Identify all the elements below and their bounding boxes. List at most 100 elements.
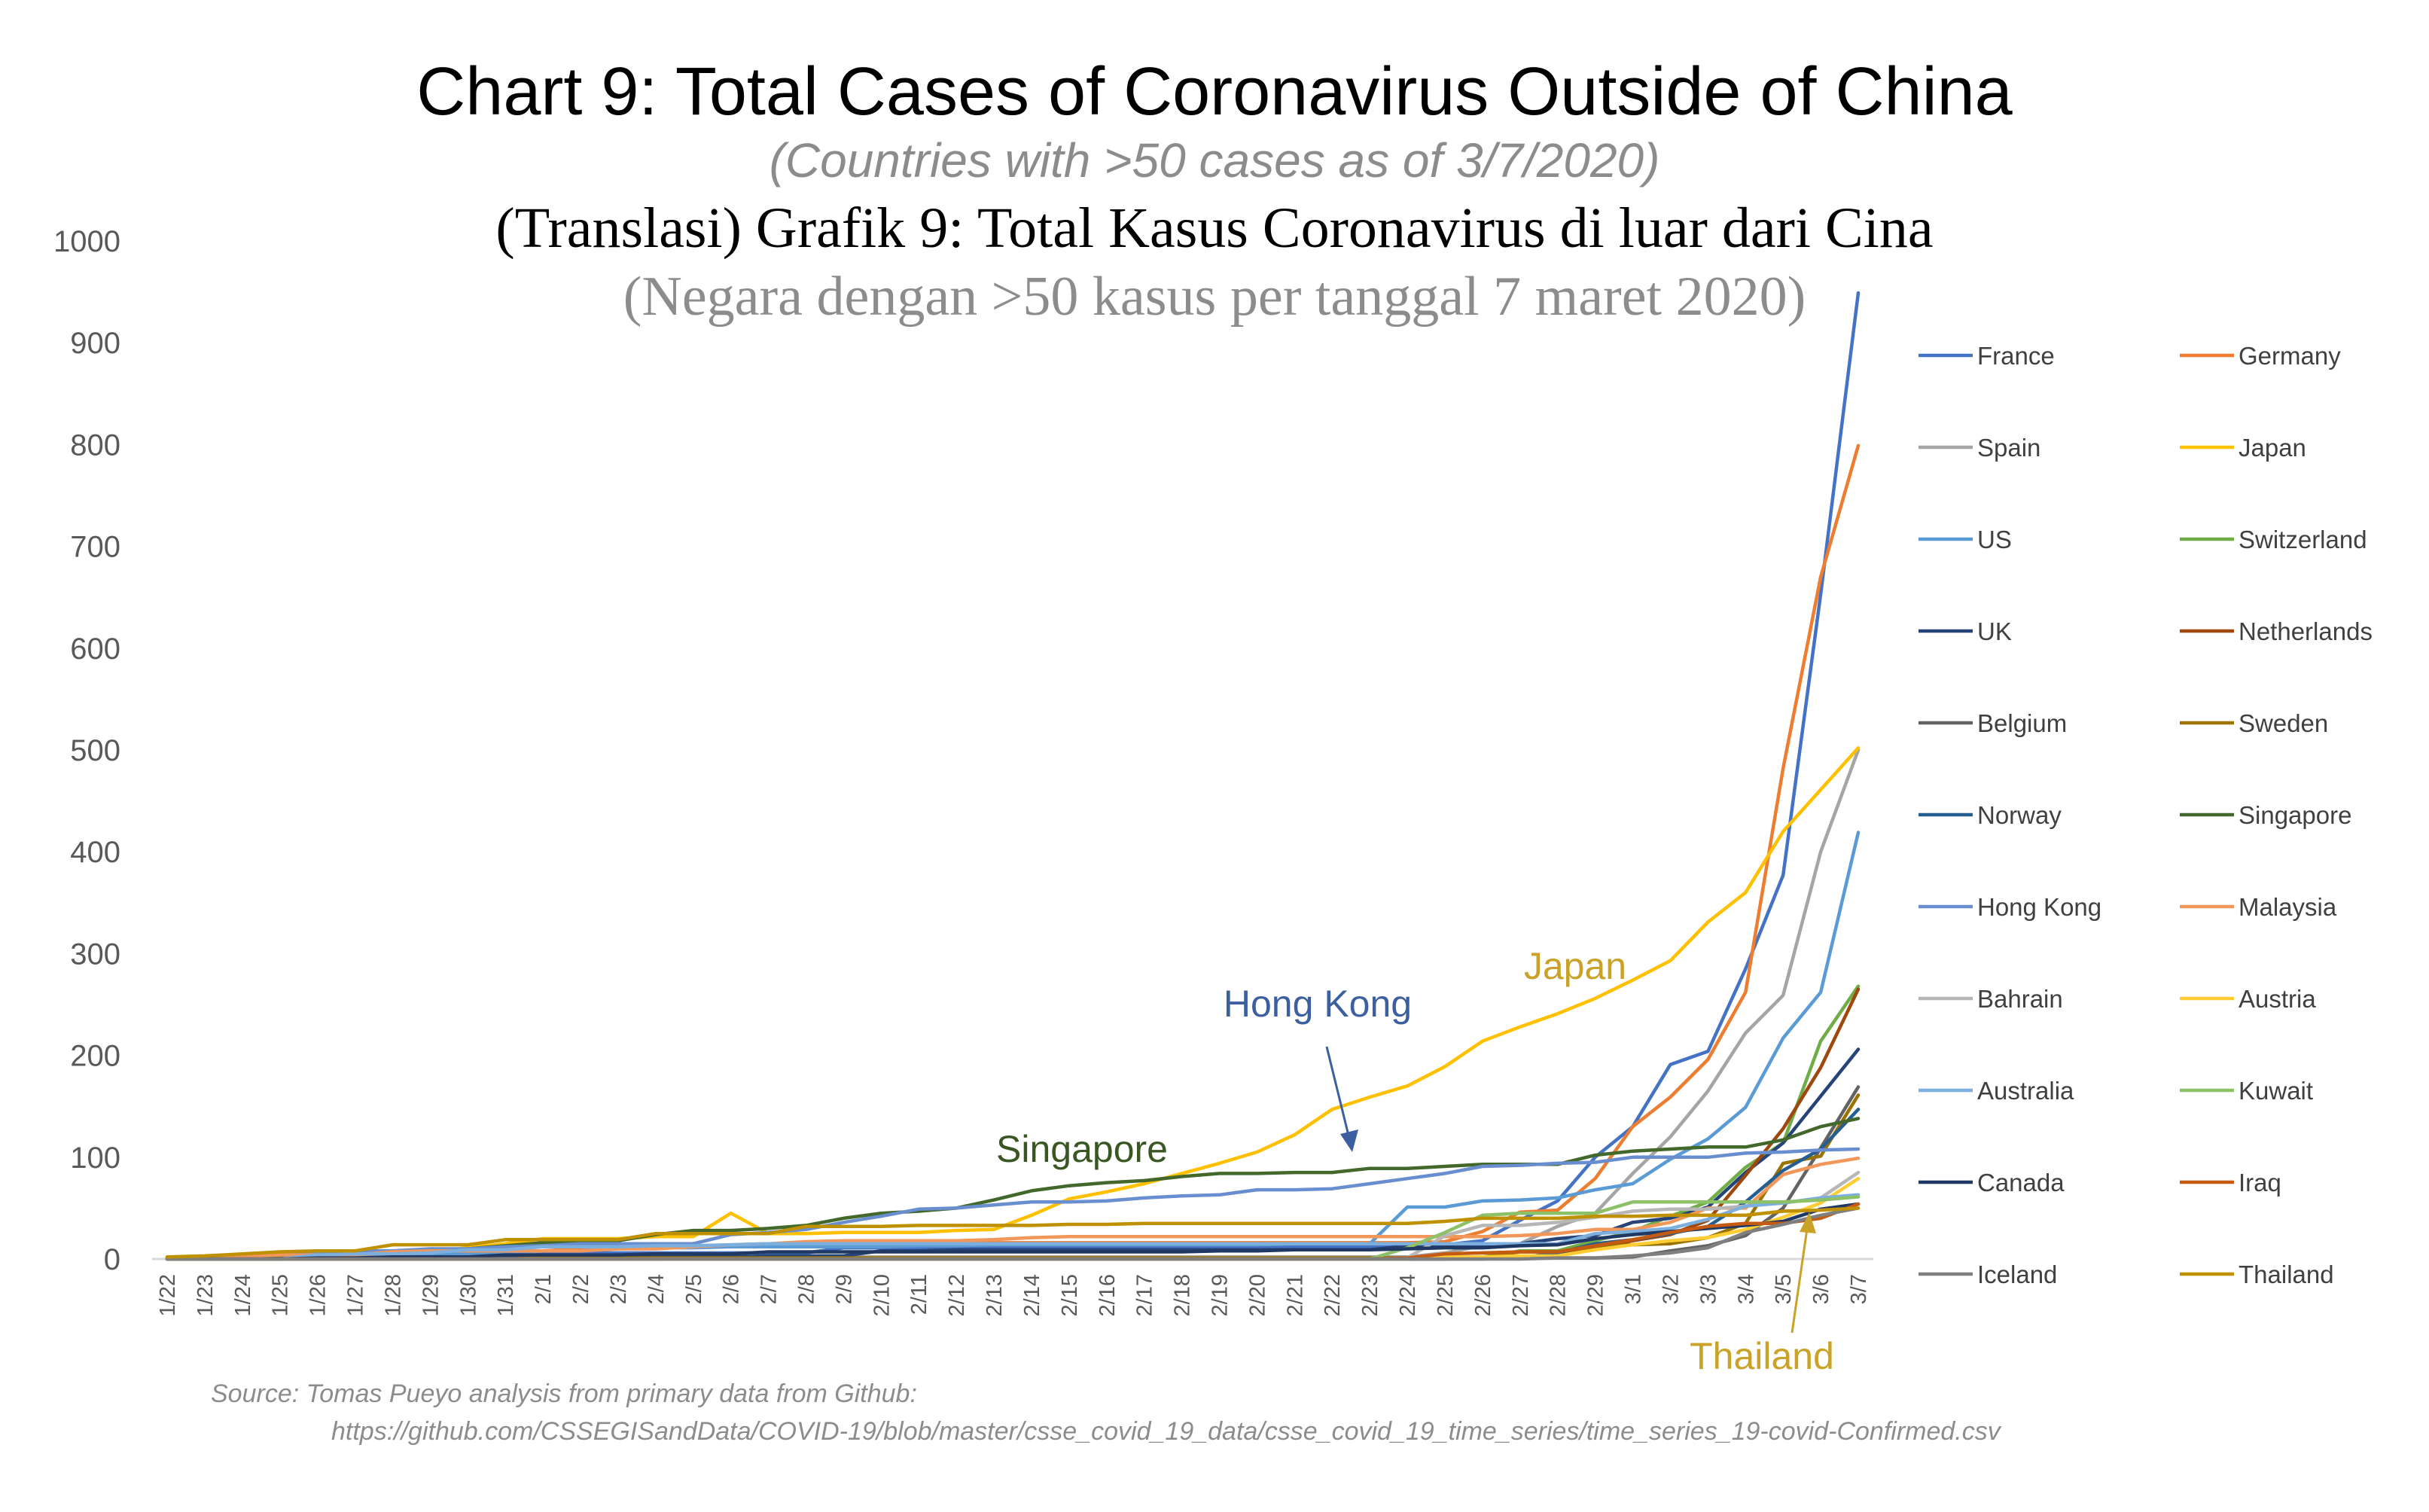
chart-subtitle: (Countries with >50 cases as of 3/7/2020… [770, 133, 1660, 187]
x-tick-label: 2/13 [983, 1274, 1007, 1316]
x-axis: 1/22 1/23 1/24 1/25 1/26 1/27 1/28 1/29 1/30 1/31… [152, 1257, 1873, 1316]
x-tick-label: 3/4 [1734, 1274, 1758, 1304]
x-tick-label: 2/10 [870, 1274, 894, 1316]
legend: France Germany Spain Japan US Switzerland UK Ne… [1919, 342, 2373, 1288]
y-tick-label: 100 [70, 1142, 120, 1175]
x-tick-label: 2/8 [794, 1274, 818, 1304]
series-line-netherlands [165, 987, 1861, 1261]
x-tick-label: 2/28 [1547, 1274, 1571, 1316]
series-line-iceland [165, 1206, 1861, 1261]
series-line-japan [165, 746, 1861, 1260]
legend-label: Hong Kong [1977, 893, 2101, 921]
x-tick-label: 2/5 [682, 1274, 706, 1304]
y-axis: 0 100 200 300 400 500 600 700 800 900 1000 [53, 225, 120, 1276]
x-tick-label: 1/27 [344, 1274, 368, 1316]
x-tick-label: 2/4 [645, 1274, 669, 1304]
plot-area [165, 291, 1861, 1261]
series-line-switzerland [165, 984, 1861, 1261]
series-line-spain [165, 748, 1861, 1261]
y-tick-label: 1000 [53, 225, 120, 258]
legend-label: Malaysia [2239, 893, 2337, 921]
x-tick-label: 3/6 [1809, 1274, 1833, 1304]
y-tick-label: 300 [70, 937, 120, 971]
x-tick-label: 2/19 [1208, 1274, 1233, 1316]
translated-subtitle: (Negara dengan >50 kasus per tanggal 7 m… [623, 266, 1806, 328]
x-tick-label: 2/16 [1096, 1274, 1120, 1316]
x-tick-label: 2/18 [1171, 1274, 1195, 1316]
x-tick-label: 1/31 [494, 1274, 518, 1316]
legend-label: Sweden [2239, 709, 2328, 737]
y-tick-label: 700 [70, 531, 120, 564]
y-tick-label: 900 [70, 327, 120, 360]
x-tick-label: 2/25 [1434, 1274, 1458, 1316]
legend-label: Iceland [1977, 1261, 2057, 1288]
x-tick-label: 2/3 [607, 1274, 631, 1304]
x-tick-label: 2/11 [907, 1274, 931, 1315]
x-tick-label: 2/1 [532, 1274, 556, 1304]
legend-label: France [1977, 342, 2055, 370]
legend-label: Netherlands [2239, 617, 2373, 645]
legend-label: Thailand [2239, 1261, 2334, 1288]
x-tick-label: 2/22 [1321, 1274, 1345, 1316]
annotation-hong-kong-arrow [1325, 1046, 1351, 1139]
x-tick-label: 3/2 [1659, 1274, 1683, 1304]
annotation-japan: Japan [1524, 945, 1626, 987]
x-tick-label: 2/27 [1509, 1274, 1533, 1316]
annotation-thailand-arrowhead [1800, 1212, 1816, 1233]
y-tick-label: 200 [70, 1040, 120, 1073]
legend-label: Japan [2239, 434, 2306, 462]
x-tick-label: 1/29 [419, 1274, 443, 1316]
legend-label: Iraq [2239, 1169, 2281, 1196]
x-tick-label: 1/28 [381, 1274, 405, 1316]
series-line-hong-kong [165, 1147, 1861, 1261]
series-line-france [165, 291, 1861, 1261]
annotation-thailand: Thailand [1690, 1335, 1834, 1377]
x-tick-label: 2/6 [720, 1274, 744, 1304]
x-tick-label: 2/12 [945, 1274, 969, 1316]
x-tick-label: 1/22 [156, 1274, 180, 1316]
annotation-hong-kong-arrowhead [1340, 1129, 1358, 1152]
x-tick-label: 2/21 [1283, 1274, 1307, 1316]
legend-label: Singapore [2239, 801, 2351, 829]
legend-label: Belgium [1977, 709, 2067, 737]
y-tick-label: 500 [70, 734, 120, 767]
x-tick-label: 3/7 [1847, 1274, 1871, 1304]
source-line-2: https://github.com/CSSEGISandData/COVID-… [331, 1417, 2002, 1446]
legend-label: Kuwait [2239, 1077, 2313, 1105]
x-tick-label: 2/14 [1020, 1274, 1044, 1316]
x-tick-label: 2/26 [1471, 1274, 1495, 1316]
legend-label: UK [1977, 617, 2012, 645]
legend-label: Australia [1977, 1077, 2074, 1105]
x-tick-label: 1/25 [269, 1274, 293, 1316]
x-tick-label: 2/15 [1058, 1274, 1082, 1316]
x-tick-label: 1/30 [456, 1274, 480, 1316]
x-tick-label: 1/24 [231, 1274, 255, 1316]
x-tick-label: 2/9 [832, 1274, 856, 1304]
x-tick-label: 2/20 [1245, 1274, 1269, 1316]
x-tick-label: 2/23 [1358, 1274, 1382, 1316]
legend-label: Norway [1977, 801, 2062, 829]
chart-title: Chart 9: Total Cases of Coronavirus Outs… [416, 54, 2013, 130]
y-tick-label: 800 [70, 428, 120, 462]
annotation-singapore: Singapore [996, 1128, 1168, 1170]
source-line-1: Source: Tomas Pueyo analysis from primar… [211, 1379, 917, 1408]
legend-label: Germany [2239, 342, 2341, 370]
y-tick-label: 600 [70, 633, 120, 666]
series-line-thailand [165, 1206, 1861, 1259]
series-line-canada [165, 1202, 1861, 1261]
x-tick-label: 2/24 [1396, 1274, 1420, 1316]
x-tick-label: 2/7 [757, 1274, 782, 1304]
x-tick-label: 1/26 [306, 1274, 331, 1316]
legend-label: Switzerland [2239, 526, 2367, 553]
x-tick-label: 3/3 [1696, 1274, 1720, 1304]
x-tick-label: 3/5 [1772, 1274, 1796, 1304]
legend-label: US [1977, 526, 2012, 553]
series-line-australia [165, 1193, 1861, 1261]
x-tick-label: 1/23 [194, 1274, 218, 1316]
legend-label: Spain [1977, 434, 2040, 462]
legend-label: Bahrain [1977, 985, 2063, 1013]
annotation-hong-kong: Hong Kong [1224, 983, 1412, 1025]
y-tick-label: 0 [104, 1243, 120, 1276]
x-tick-label: 2/17 [1133, 1274, 1157, 1316]
